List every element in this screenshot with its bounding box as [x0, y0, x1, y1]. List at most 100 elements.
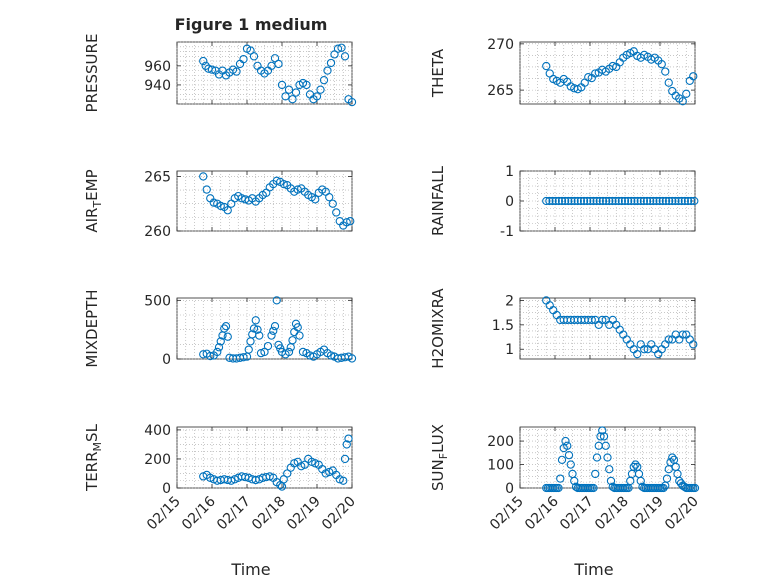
data-point	[674, 196, 683, 206]
y-axis-label-pressure: PRESSURE	[83, 34, 101, 113]
data-point	[206, 351, 215, 361]
x-tick-label: 02/17	[557, 494, 597, 534]
data-point	[551, 196, 560, 206]
x-tick-label: 02/20	[662, 494, 702, 534]
y-tick-label: 0	[162, 352, 171, 368]
y-tick-label: 1.5	[492, 318, 514, 334]
data-point	[311, 195, 320, 204]
data-point	[636, 476, 645, 486]
data-point	[639, 196, 649, 206]
data-point	[249, 324, 259, 333]
x-axis-label-right: Time	[573, 560, 613, 579]
data-point	[605, 196, 614, 206]
data-point	[340, 52, 350, 61]
data-point	[542, 61, 551, 71]
data-point	[267, 331, 276, 340]
data-point	[689, 340, 698, 349]
data-point	[223, 332, 232, 341]
data-point	[687, 196, 696, 206]
data-point	[256, 348, 266, 358]
data-point	[668, 453, 677, 462]
y-tick-label: 265	[144, 169, 171, 185]
data-point	[689, 72, 698, 81]
data-point	[576, 196, 586, 206]
y-tick-label: 200	[487, 434, 514, 450]
data-point	[272, 176, 281, 185]
data-point	[690, 483, 700, 493]
y-tick-label: 0	[505, 481, 514, 497]
data-point	[556, 474, 565, 483]
data-point	[611, 196, 620, 206]
data-point	[608, 196, 617, 206]
data-point	[614, 196, 623, 206]
data-point	[302, 80, 311, 90]
data-point	[328, 199, 337, 208]
data-point	[340, 454, 350, 464]
data-point	[566, 460, 575, 469]
data-point	[629, 462, 638, 472]
y-tick-label: 500	[144, 293, 171, 309]
data-point	[633, 349, 642, 359]
data-point	[554, 196, 563, 206]
x-tick-label: 02/18	[249, 494, 289, 534]
figure-title: Figure 1 medium	[175, 15, 328, 34]
data-point	[652, 196, 661, 206]
data-point	[630, 196, 639, 206]
y-tick-label: 100	[487, 458, 514, 474]
data-point	[664, 78, 673, 87]
data-point	[557, 455, 567, 464]
y-tick-label: 200	[144, 452, 171, 468]
data-point	[221, 322, 231, 331]
data-point	[347, 97, 357, 107]
y-tick-label: 0	[162, 481, 171, 497]
y-axis-label-theta: THETA	[429, 48, 447, 98]
data-point	[337, 43, 346, 52]
data-point	[270, 322, 280, 331]
data-point	[683, 196, 693, 206]
data-point	[339, 476, 348, 485]
data-point	[664, 335, 673, 344]
data-point	[583, 196, 592, 206]
data-point	[277, 80, 287, 90]
data-point	[561, 196, 570, 206]
data-point	[293, 323, 302, 332]
data-point	[640, 345, 649, 354]
data-point	[649, 196, 658, 206]
data-point	[216, 201, 225, 211]
y-tick-label: 260	[144, 224, 171, 240]
data-point	[592, 196, 601, 206]
data-point	[342, 218, 351, 227]
data-point	[295, 331, 304, 340]
data-point	[659, 483, 668, 493]
data-point	[249, 52, 259, 61]
data-point	[542, 196, 551, 206]
data-point	[592, 453, 602, 462]
data-point	[661, 67, 670, 76]
data-point	[291, 88, 301, 97]
data-point	[655, 196, 664, 206]
data-point	[326, 351, 336, 360]
data-point	[209, 198, 218, 207]
data-point	[251, 316, 260, 325]
data-point	[548, 196, 557, 206]
y-axis-label-h2omixra: H2OMIXRA	[429, 288, 447, 369]
data-point	[678, 330, 687, 339]
data-point	[279, 179, 288, 189]
x-tick-label: 02/17	[214, 494, 254, 534]
data-point	[298, 347, 308, 357]
data-point	[601, 196, 611, 206]
data-point	[244, 345, 253, 354]
data-point	[690, 196, 699, 206]
data-point	[342, 440, 351, 449]
data-point	[564, 196, 573, 206]
data-point	[586, 196, 595, 206]
y-tick-label: 2	[505, 293, 514, 309]
data-point	[344, 434, 353, 443]
data-point	[312, 92, 322, 101]
data-point	[213, 347, 222, 357]
data-point	[664, 196, 674, 206]
data-point	[657, 60, 666, 69]
data-point	[662, 474, 672, 483]
x-tick-label: 02/19	[627, 494, 667, 534]
